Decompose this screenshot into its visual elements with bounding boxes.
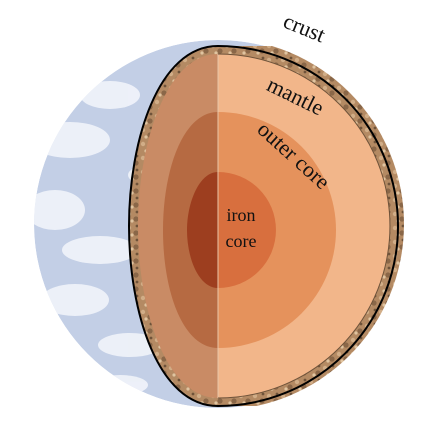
inner-core-shaded	[187, 172, 218, 288]
iron-core-label-line2: core	[226, 231, 257, 251]
cut-edge-outline	[127, 45, 219, 407]
crust-inner-outline	[217, 53, 391, 399]
crust-label: crust	[280, 8, 329, 47]
cutaway	[129, 46, 404, 406]
iron-core-label-line1: iron	[227, 205, 256, 225]
inner-core-layer	[218, 172, 276, 288]
globe-outline	[217, 45, 399, 407]
outer-core-layer	[218, 112, 336, 348]
